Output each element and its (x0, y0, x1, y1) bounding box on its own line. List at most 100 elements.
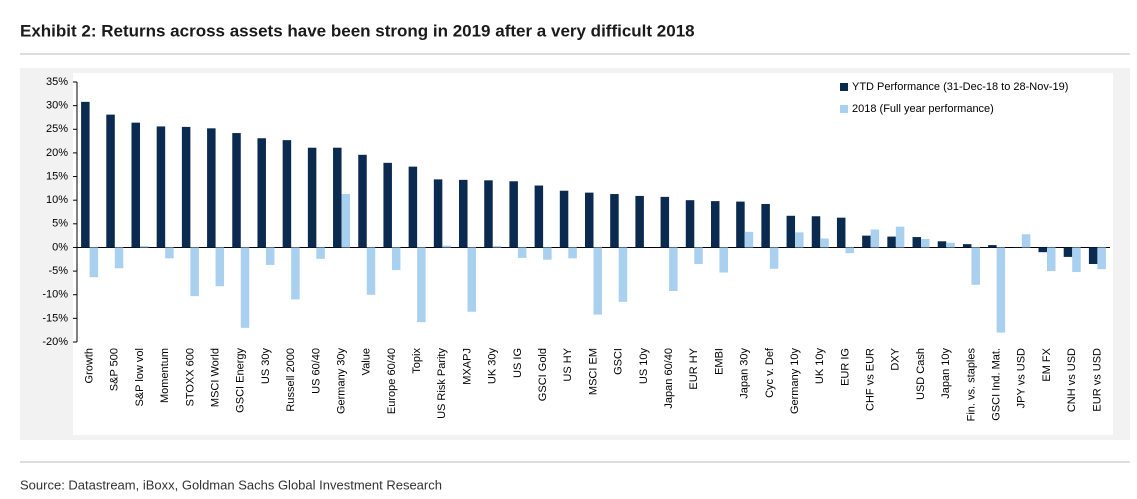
bar (971, 247, 980, 284)
x-tick-label: US Risk Parity (436, 348, 448, 419)
x-tick-label: Value (361, 348, 373, 375)
bar (812, 216, 821, 247)
x-tick-label: USD Cash (915, 348, 927, 400)
bar (820, 238, 829, 247)
bar (669, 247, 678, 290)
x-tick-label: CNH vs USD (1066, 348, 1078, 412)
x-tick-label: EM FX (1041, 347, 1053, 381)
bar (711, 201, 720, 247)
x-tick-label: CHF vs EUR (865, 348, 877, 411)
bar (383, 163, 392, 248)
x-tick-label: MSCI EM (587, 348, 599, 395)
x-tick-label: MSCI World (209, 348, 221, 407)
bar (686, 200, 695, 247)
x-tick-label: US 60/40 (310, 348, 322, 394)
bar (493, 246, 502, 247)
chart-title: Exhibit 2: Returns across assets have be… (20, 21, 695, 40)
bar (518, 247, 527, 257)
bar (963, 244, 972, 247)
bar (484, 180, 493, 247)
source: Source: Datastream, iBoxx, Goldman Sachs… (20, 477, 442, 492)
y-tick-label: 5% (52, 218, 68, 230)
x-tick-label: MXAPJ (461, 348, 473, 385)
bar (560, 191, 569, 248)
bar (1072, 247, 1081, 272)
bar (736, 202, 745, 248)
x-tick-label: Fin. vs. staples (965, 348, 977, 422)
x-tick-label: Japan 60/40 (663, 348, 675, 409)
bar (568, 247, 577, 258)
x-tick-label: EMBI (713, 348, 725, 375)
bar (585, 193, 594, 248)
x-tick-label: JPY vs USD (1016, 348, 1028, 408)
bar (1064, 247, 1073, 256)
x-tick-label: Germany 30y (335, 348, 347, 415)
x-tick-label: Europe 60/40 (386, 348, 398, 414)
bar (442, 246, 451, 248)
bar (635, 196, 644, 248)
bar (997, 247, 1006, 332)
bar (535, 186, 544, 248)
bar (190, 247, 199, 296)
bar (459, 180, 468, 248)
y-tick-label: 0% (52, 241, 68, 253)
bar (165, 247, 174, 258)
bar (1097, 247, 1106, 269)
bar (946, 243, 955, 248)
y-tick-label: -5% (48, 265, 68, 277)
y-tick-label: -10% (42, 289, 68, 301)
x-tick-label: UK 30y (487, 348, 499, 385)
bar (694, 247, 703, 264)
bar (845, 247, 854, 253)
x-tick-label: GSCI Energy (235, 348, 247, 413)
x-tick-label: US HY (562, 347, 574, 381)
bar (795, 232, 804, 247)
y-tick-label: 15% (46, 170, 68, 182)
bar (468, 247, 477, 311)
legend-swatch (840, 83, 848, 91)
x-tick-label: UK 10y (814, 348, 826, 385)
x-tick-label: US 30y (260, 348, 272, 385)
legend-swatch (840, 105, 848, 113)
bar (543, 247, 552, 259)
bar (594, 247, 603, 314)
x-tick-label: US IG (512, 348, 524, 378)
bar (409, 167, 418, 248)
x-tick-label: STOXX 600 (184, 348, 196, 407)
bar (761, 204, 770, 247)
x-tick-label: Cyc v. Def (764, 347, 776, 398)
x-tick-label: US 10y (638, 348, 650, 385)
bar (938, 241, 947, 247)
bar (719, 247, 728, 272)
bar (913, 237, 922, 247)
bar (770, 247, 779, 268)
x-tick-label: Germany 10y (789, 348, 801, 415)
bar (417, 247, 426, 322)
bar (745, 232, 754, 248)
bar (896, 227, 905, 248)
bar (308, 148, 317, 248)
bar (333, 148, 342, 248)
y-tick-label: 25% (46, 123, 68, 135)
bar (887, 237, 896, 248)
bar (509, 181, 518, 247)
bar (988, 245, 997, 247)
bar (81, 102, 90, 248)
bar (106, 115, 115, 248)
bar (182, 127, 191, 248)
x-tick-label: EUR HY (688, 347, 700, 389)
bar (921, 239, 930, 248)
bar (316, 247, 325, 258)
bar (434, 179, 443, 247)
x-tick-label: Topix (411, 348, 423, 374)
bar (358, 155, 367, 248)
bar (216, 247, 225, 286)
bar (1022, 234, 1031, 247)
bar (837, 218, 846, 248)
x-tick-label: S&P 500 (109, 348, 121, 391)
legend-label: YTD Performance (31-Dec-18 to 28-Nov-19) (852, 81, 1068, 93)
bar (241, 247, 250, 327)
bar (232, 133, 241, 247)
